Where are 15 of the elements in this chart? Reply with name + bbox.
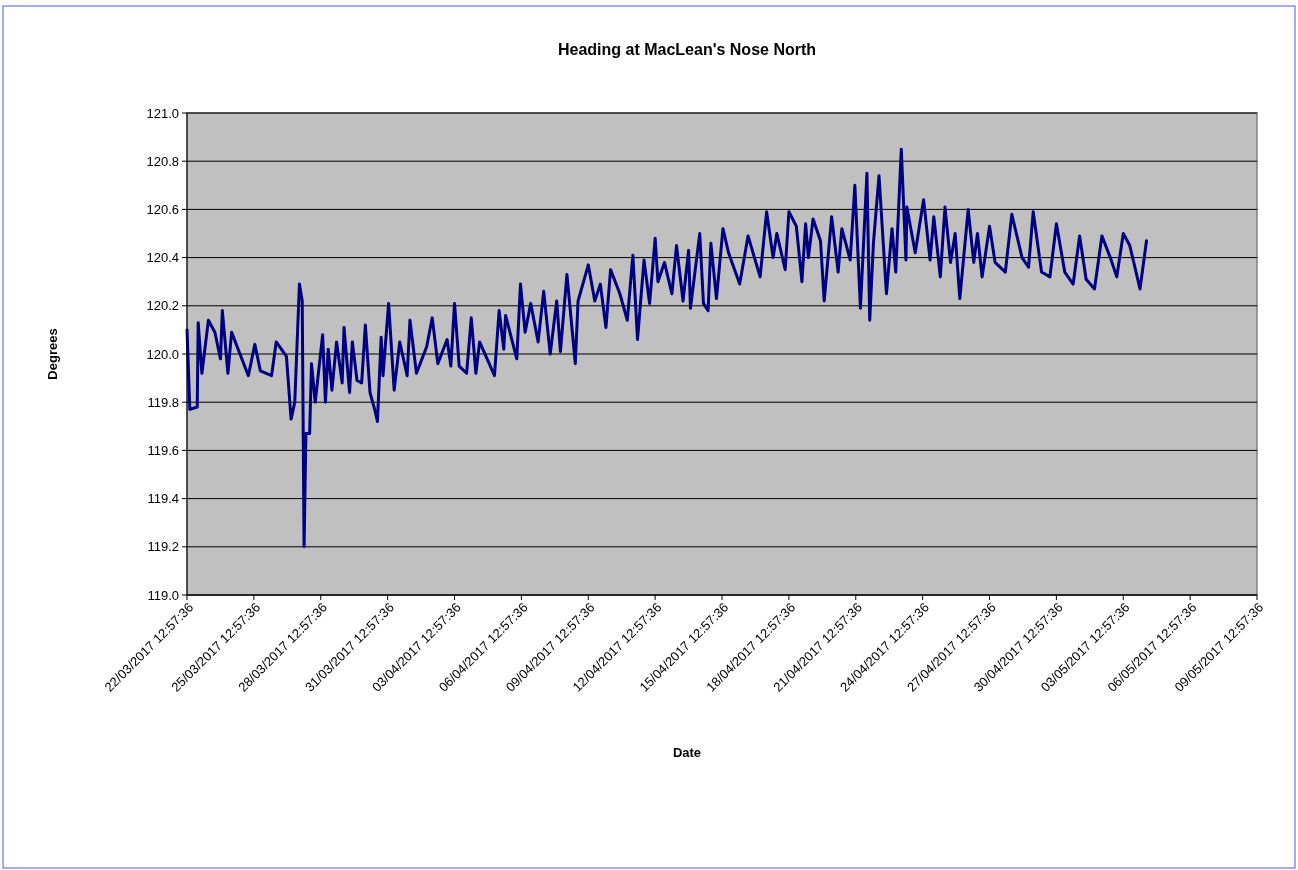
y-tick-label: 121.0 — [146, 105, 179, 121]
y-tick-label: 119.6 — [147, 442, 179, 458]
y-tick-label: 119.0 — [147, 587, 179, 603]
line-series — [185, 147, 1149, 549]
y-tick-label: 120.0 — [146, 346, 179, 362]
y-tick-label: 119.8 — [147, 394, 179, 410]
y-tick-label: 120.6 — [146, 201, 179, 217]
x-axis-title: Date — [672, 745, 702, 760]
chart-title: Heading at MacLean's Nose North — [557, 41, 817, 58]
y-tick-label: 120.4 — [146, 250, 179, 266]
y-tick-label: 119.2 — [147, 539, 179, 555]
y-tick-label: 120.8 — [146, 153, 179, 169]
y-axis-title: Degrees — [45, 328, 60, 380]
y-tick-label: 119.4 — [147, 491, 179, 507]
y-tick-label: 120.2 — [146, 298, 179, 314]
